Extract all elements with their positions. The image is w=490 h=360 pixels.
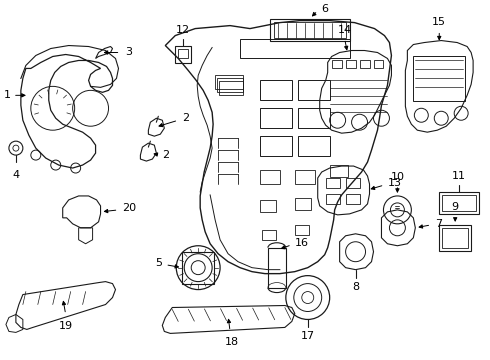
Text: 6: 6	[322, 4, 329, 14]
Text: 13: 13	[388, 178, 401, 188]
Text: 1: 1	[4, 90, 11, 100]
Bar	[260, 80, 292, 100]
Bar	[295, 170, 315, 184]
Text: 8: 8	[352, 282, 359, 292]
Bar	[270, 19, 349, 41]
Bar	[414, 57, 465, 101]
Bar	[345, 194, 360, 204]
Bar	[442, 228, 468, 248]
Bar	[182, 252, 214, 284]
Bar	[345, 60, 356, 68]
Bar	[326, 194, 340, 204]
Bar	[262, 230, 276, 240]
Text: 10: 10	[391, 172, 404, 182]
Bar	[298, 108, 330, 128]
Bar	[215, 75, 243, 89]
Text: 5: 5	[155, 258, 162, 268]
Bar	[268, 248, 286, 288]
Bar	[260, 170, 280, 184]
Bar	[345, 178, 360, 188]
Bar	[219, 81, 243, 95]
Bar	[373, 60, 384, 68]
Bar	[295, 225, 309, 235]
Text: 9: 9	[452, 202, 459, 212]
Bar	[332, 60, 342, 68]
Bar	[260, 136, 292, 156]
Text: 14: 14	[338, 24, 352, 35]
Text: 18: 18	[225, 337, 239, 347]
Bar	[178, 49, 188, 58]
Bar	[298, 136, 330, 156]
Bar	[330, 165, 347, 177]
Bar	[295, 198, 311, 210]
Bar	[360, 60, 369, 68]
Bar	[260, 108, 292, 128]
Bar	[260, 200, 276, 212]
Bar	[326, 178, 340, 188]
Text: 16: 16	[295, 238, 309, 248]
Bar	[442, 195, 476, 211]
Text: 2: 2	[162, 150, 170, 160]
Text: 3: 3	[125, 48, 132, 58]
Bar	[217, 78, 243, 92]
Bar	[175, 45, 191, 63]
Text: 11: 11	[452, 171, 466, 181]
Text: 17: 17	[301, 332, 315, 341]
Text: 15: 15	[432, 17, 446, 27]
Text: 7: 7	[435, 219, 442, 229]
Text: 19: 19	[59, 321, 73, 332]
Bar	[274, 22, 345, 37]
Text: 20: 20	[122, 203, 137, 213]
Bar	[240, 39, 349, 58]
Bar	[439, 192, 479, 214]
Bar	[439, 225, 471, 251]
Bar	[298, 80, 330, 100]
Text: 12: 12	[176, 24, 190, 35]
Text: 4: 4	[12, 170, 20, 180]
Text: 2: 2	[182, 113, 189, 123]
